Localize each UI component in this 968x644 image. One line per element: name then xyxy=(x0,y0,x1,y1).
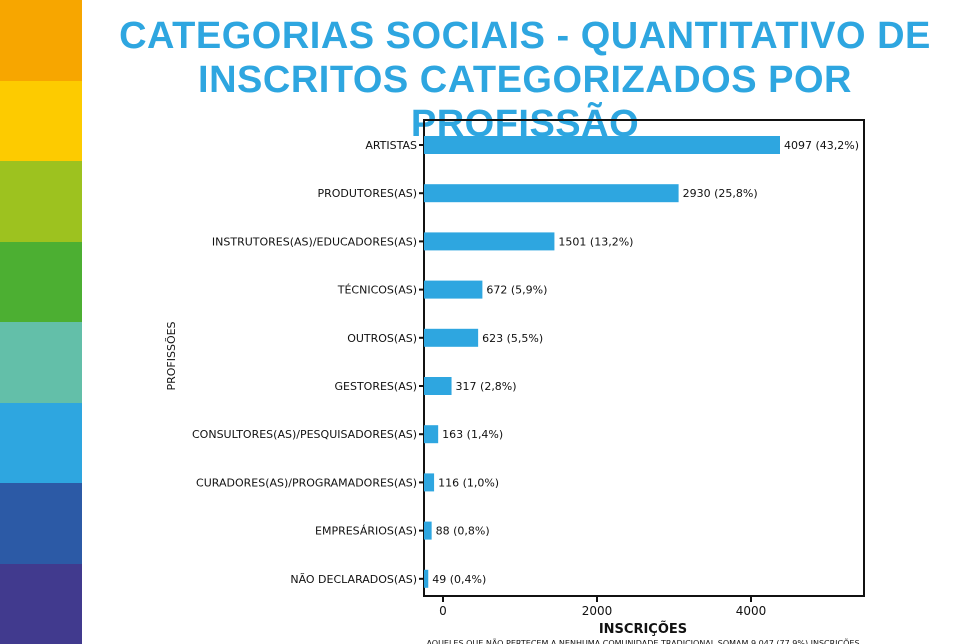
bar xyxy=(424,280,483,299)
bar xyxy=(424,184,679,203)
y-tick-label: EMPRESÁRIOS(AS) xyxy=(315,525,417,538)
data-label: 1501 (13,2%) xyxy=(558,235,633,248)
data-label: 623 (5,5%) xyxy=(482,332,543,345)
page-title: CATEGORIAS SOCIAIS - QUANTITATIVO DE INS… xyxy=(119,15,931,145)
y-tick-label: GESTORES(AS) xyxy=(335,380,418,393)
footnote: AQUELES QUE NÃO PERTECEM A NENHUMA COMUN… xyxy=(426,637,859,644)
data-label: 317 (2,8%) xyxy=(456,380,517,393)
y-axis-label: PROFISSÕES xyxy=(165,321,178,390)
strip-band xyxy=(0,322,82,403)
y-tick-label: CURADORES(AS)/PROGRAMADORES(AS) xyxy=(196,476,417,489)
data-label: 116 (1,0%) xyxy=(438,476,499,489)
data-label: 49 (0,4%) xyxy=(432,573,486,586)
y-tick-label: OUTROS(AS) xyxy=(347,332,417,345)
y-tick-label: NÃO DECLARADOS(AS) xyxy=(290,573,417,586)
bar xyxy=(424,569,429,588)
bar xyxy=(424,232,555,251)
data-label: 88 (0,8%) xyxy=(436,525,490,538)
x-tick-label: 0 xyxy=(439,604,447,618)
bar xyxy=(424,328,479,347)
strip-band xyxy=(0,161,82,242)
x-axis-label: INSCRIÇÕES xyxy=(599,621,687,637)
x-tick-label: 4000 xyxy=(736,604,767,618)
y-tick-label: TÉCNICOS(AS) xyxy=(337,284,417,297)
strip-band xyxy=(0,563,82,644)
y-tick-label: INSTRUTORES(AS)/EDUCADORES(AS) xyxy=(212,235,417,248)
strip-band xyxy=(0,241,82,322)
color-strip xyxy=(0,0,82,644)
x-tick-label: 2000 xyxy=(582,604,613,618)
data-label: 2930 (25,8%) xyxy=(683,187,758,200)
chart-frame xyxy=(423,119,865,597)
strip-band xyxy=(0,0,82,81)
bar xyxy=(424,425,439,444)
bar xyxy=(424,521,432,540)
y-tick-label: ARTISTAS xyxy=(365,139,417,152)
bar xyxy=(424,473,435,492)
y-tick-label: PRODUTORES(AS) xyxy=(318,187,418,200)
bar xyxy=(424,136,780,154)
strip-band xyxy=(0,402,82,483)
strip-band xyxy=(0,483,82,564)
bar xyxy=(424,377,452,395)
strip-band xyxy=(0,80,82,161)
data-label: 672 (5,9%) xyxy=(486,284,547,297)
data-label: 4097 (43,2%) xyxy=(784,139,859,152)
y-tick-label: CONSULTORES(AS)/PESQUISADORES(AS) xyxy=(192,428,417,441)
data-label: 163 (1,4%) xyxy=(442,428,503,441)
